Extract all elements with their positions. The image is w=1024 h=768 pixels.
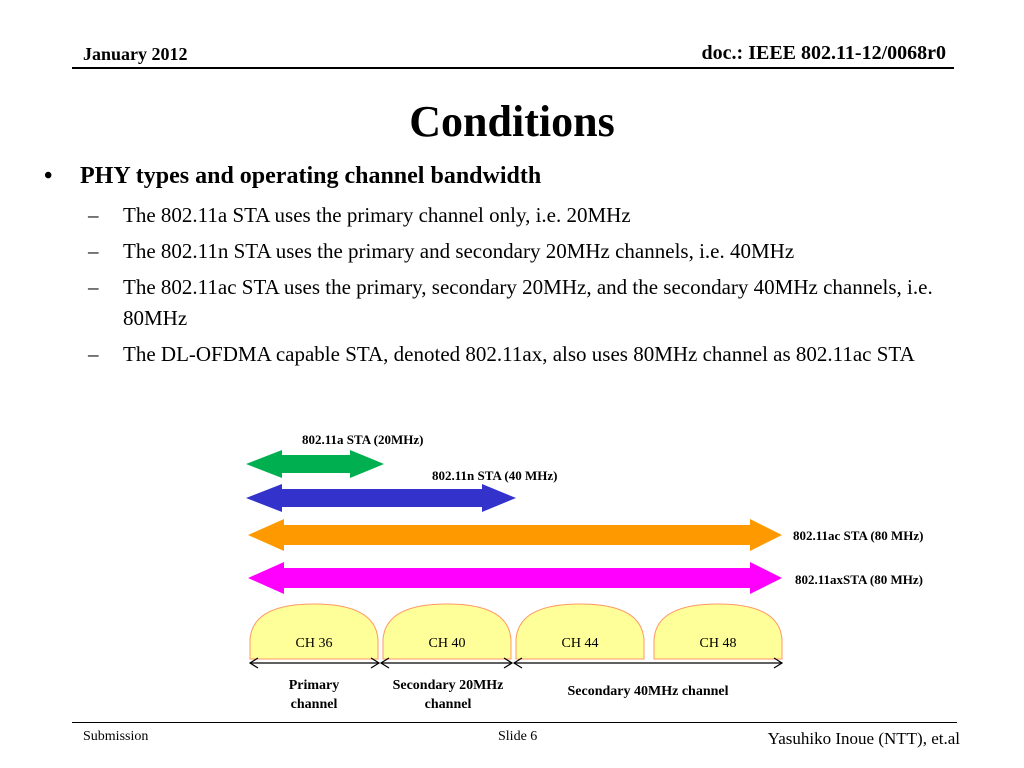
- secondary20-span-left-head: [379, 657, 390, 669]
- span-desc-line: Secondary 40MHz channel: [567, 684, 729, 699]
- channel-hump-36: [249, 603, 379, 660]
- channel-hump-48: [653, 603, 783, 660]
- sub-bullet: – The DL-OFDMA capable STA, denoted 802.…: [88, 339, 994, 370]
- arrow-11ax: [248, 562, 782, 594]
- channel-label: CH 40: [428, 636, 466, 651]
- sub-bullet-mark: –: [88, 275, 99, 299]
- span-desc-line: channel: [424, 697, 472, 712]
- sub-bullet-mark: –: [88, 203, 99, 227]
- sub-bullet: – The 802.11n STA uses the primary and s…: [88, 236, 994, 267]
- secondary20-span-right-head: [503, 657, 514, 669]
- footer-submission: Submission: [83, 729, 149, 744]
- span-desc-secondary20: Secondary 20MHz channel: [372, 676, 524, 714]
- label-11ax: 802.11axSTA (80 MHz): [795, 572, 923, 587]
- channel-label: CH 48: [699, 636, 737, 651]
- header-date: January 2012: [83, 44, 188, 64]
- bullet-heading: PHY types and operating channel bandwidt…: [80, 163, 542, 189]
- footer-author: Yasuhiko Inoue (NTT), et.al: [767, 729, 960, 748]
- secondary40-span-right-head: [773, 657, 784, 669]
- sub-bullet-text: The 802.11n STA uses the primary and sec…: [123, 239, 795, 263]
- span-desc-secondary40: Secondary 40MHz channel: [538, 682, 758, 701]
- channel-hump-44: [515, 603, 645, 660]
- secondary40-span-left-head: [512, 657, 523, 669]
- arrow-11ac: [248, 519, 782, 551]
- label-11ac: 802.11ac STA (80 MHz): [793, 528, 924, 543]
- span-desc-line: Secondary 20MHz: [392, 678, 504, 693]
- span-desc-line: channel: [290, 697, 338, 712]
- header-doc-id: doc.: IEEE 802.11-12/0068r0: [701, 42, 946, 64]
- arrow-11n: [246, 484, 516, 512]
- arrow-11a: [246, 450, 384, 478]
- channel-label: CH 36: [295, 636, 333, 651]
- label-11a: 802.11a STA (20MHz): [302, 432, 424, 447]
- label-11n: 802.11n STA (40 MHz): [432, 468, 558, 483]
- sub-bullet-mark: –: [88, 239, 99, 263]
- channel-hump-40: [382, 603, 512, 660]
- sub-bullet-mark: –: [88, 342, 99, 366]
- span-arrows: [248, 657, 784, 669]
- footer-rule: [72, 722, 957, 723]
- channel-label: CH 44: [561, 636, 599, 651]
- sub-bullet-text: The 802.11ac STA uses the primary, secon…: [123, 275, 933, 330]
- primary-span-right-head: [370, 657, 381, 669]
- header-rule: [72, 67, 954, 69]
- footer-slide-number: Slide 6: [498, 729, 538, 744]
- slide-title: Conditions: [409, 97, 615, 146]
- bullet-mark: •: [44, 163, 53, 189]
- sub-bullet: – The 802.11ac STA uses the primary, sec…: [88, 272, 994, 334]
- bullet-list: • PHY types and operating channel bandwi…: [44, 163, 994, 375]
- span-desc-line: Primary: [288, 678, 340, 693]
- primary-span-left-head: [248, 657, 259, 669]
- sub-bullet: – The 802.11a STA uses the primary chann…: [88, 200, 994, 231]
- sub-bullet-text: The DL-OFDMA capable STA, denoted 802.11…: [123, 342, 915, 366]
- sub-bullet-text: The 802.11a STA uses the primary channel…: [123, 203, 631, 227]
- bullet-heading-row: • PHY types and operating channel bandwi…: [44, 163, 994, 190]
- span-desc-primary: Primary channel: [264, 676, 364, 714]
